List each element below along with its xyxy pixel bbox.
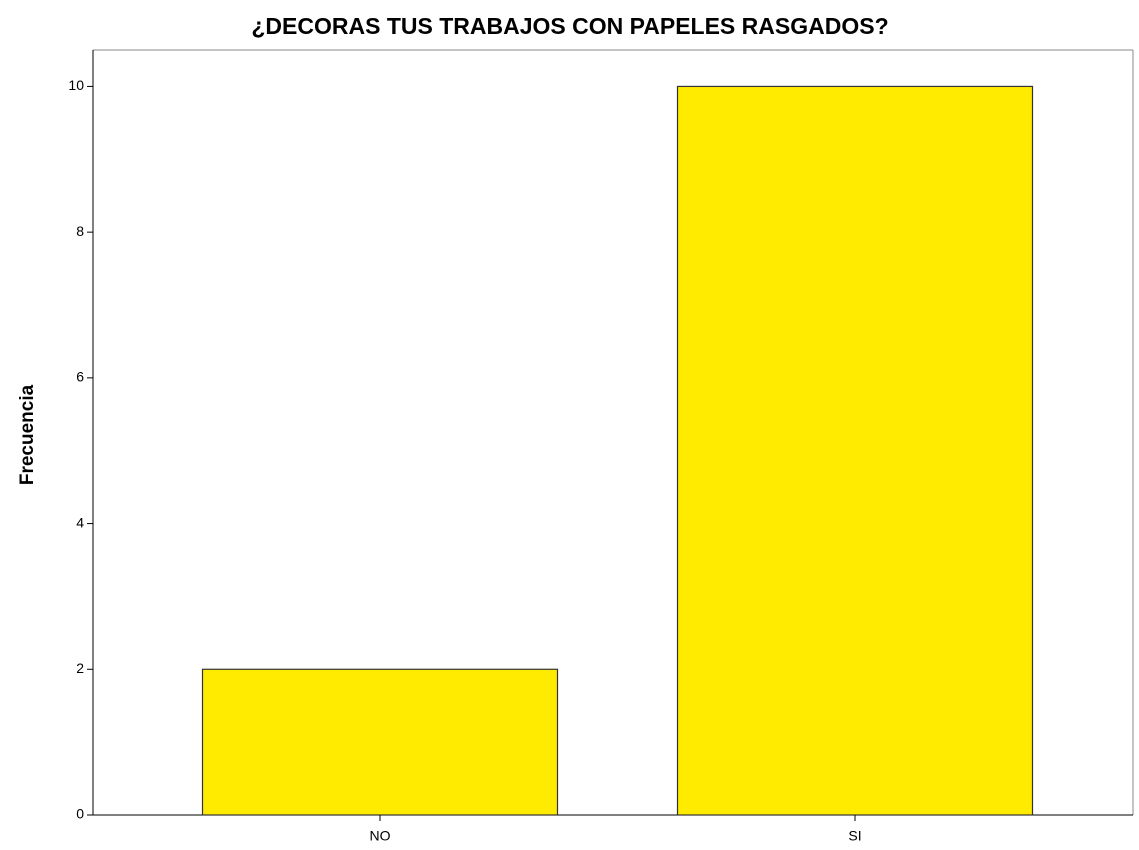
chart-title: ¿DECORAS TUS TRABAJOS CON PAPELES RASGAD…: [251, 13, 888, 39]
y-tick-label: 0: [76, 806, 84, 822]
y-tick-label: 8: [76, 223, 84, 239]
y-tick-label: 10: [68, 77, 84, 93]
bar: [201, 668, 559, 816]
x-tick-label: NO: [370, 828, 391, 844]
y-tick-label: 4: [76, 514, 84, 530]
y-tick-label: 2: [76, 660, 84, 676]
y-axis-label: Frecuencia: [17, 384, 38, 485]
x-tick-label: SI: [848, 828, 861, 844]
y-tick-label: 6: [76, 369, 84, 385]
bar: [676, 85, 1034, 816]
